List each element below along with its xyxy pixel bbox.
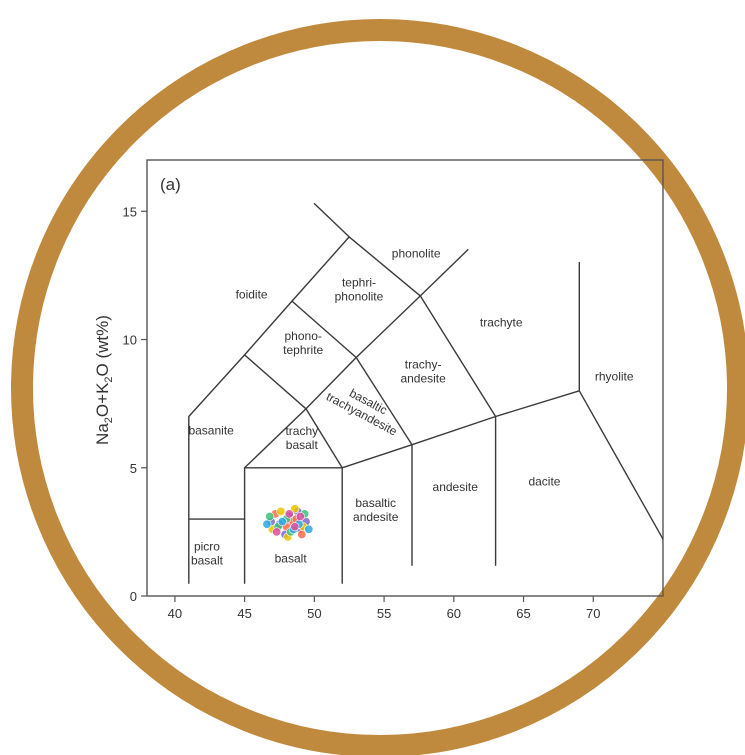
region-label-line: rhyolite [595,370,634,384]
boundary-line [243,249,469,584]
region-label-line: trachy- [405,357,442,371]
region-label: foidite [236,287,268,301]
sample-point [276,506,286,516]
sample-point [272,527,282,537]
region-label-line: basalt [275,552,308,566]
region-label: phonolite [392,246,441,260]
sample-point [284,509,294,519]
sample-points [262,504,314,542]
region-label-line: dacite [528,475,560,489]
sample-point [265,511,275,521]
y-axis-title-subscript: 2 [103,417,115,423]
region-label-line: basanite [188,423,234,437]
region-label-line: andesite [400,371,446,385]
region-label-line: picro [194,540,220,554]
region-label-line: phonolite [335,289,384,303]
decorative-ring [11,19,745,755]
x-tick-label: 55 [377,606,391,621]
x-tick-label: 70 [586,606,600,621]
sample-point [290,504,300,514]
y-tick-label: 0 [130,589,137,604]
region-label: trachyte [480,316,523,330]
boundary-line [291,300,413,446]
y-tick-label: 5 [130,461,137,476]
region-label: basalt [275,552,308,566]
y-axis-ticks: 0 5 10 15 [123,204,147,604]
panel-label: (a) [160,175,181,194]
sample-point [277,517,287,527]
region-label-line: trachy [285,424,318,438]
region-label-line: tephri- [342,275,376,289]
region-label: trachy-andesite [400,357,446,385]
region-label: rhyolite [595,370,634,384]
plot-frame [146,159,664,597]
region-label: tephri-phonolite [335,275,384,303]
sample-point [295,511,305,521]
region-label-line: phono- [285,329,322,343]
boundary-line [341,415,497,584]
x-tick-label: 65 [516,606,530,621]
region-label-line: andesite [353,510,399,524]
y-axis-title-subscript: 2 [103,376,115,382]
region-label: picro basalt [191,540,224,568]
boundary-line [313,202,350,238]
region-label-line: basalt [191,554,224,568]
region-labels: foiditephonolitetephri-phonolitetrachyte… [188,246,633,567]
sample-series [272,509,305,537]
classification-boundaries [188,202,663,584]
region-label: basanite [188,423,234,437]
region-label: trachy basalt [285,424,318,452]
x-tick-label: 45 [237,606,251,621]
sample-point [290,522,300,532]
region-label-line: basalt [286,438,319,452]
sample-point [304,524,314,534]
y-axis-title: Na2O+K2O (wt%) [93,315,115,445]
y-axis-title-part: O+K [93,382,112,417]
region-label-line: basaltic [355,496,396,510]
y-axis-title-part: Na [93,423,112,445]
region-label: phono-tephrite [283,329,323,357]
region-label-line: foidite [236,287,268,301]
y-tick-label: 15 [123,204,137,219]
x-axis-ticks: 40 45 50 55 60 65 70 [168,596,601,621]
region-label-line: andesite [433,480,479,494]
region-label: dacite [528,475,560,489]
region-label: basaltictrachyandesite [324,377,406,439]
region-label-line: trachyte [480,316,523,330]
region-label-line: phonolite [392,246,441,260]
x-tick-label: 40 [168,606,182,621]
boundary-line [243,354,343,469]
y-axis-title-part: O (wt%) [93,315,112,376]
region-label: andesite [433,480,479,494]
region-label: basaltic andesite [353,496,399,524]
sample-point [297,529,307,539]
region-label-line: tephrite [283,343,323,357]
sample-point [262,519,272,529]
x-tick-label: 60 [447,606,461,621]
x-tick-label: 50 [307,606,321,621]
y-tick-label: 10 [123,333,137,348]
